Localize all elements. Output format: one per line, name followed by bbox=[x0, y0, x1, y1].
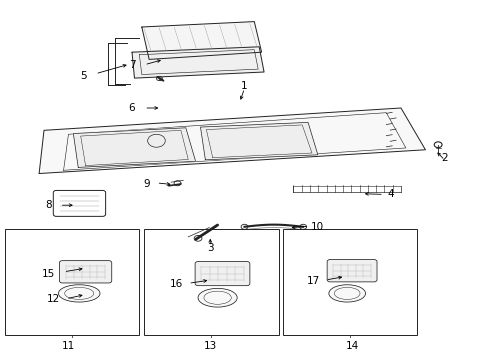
Text: 13: 13 bbox=[203, 341, 217, 351]
Text: 5: 5 bbox=[80, 71, 86, 81]
Text: 10: 10 bbox=[311, 222, 324, 232]
Text: 14: 14 bbox=[345, 341, 358, 351]
Ellipse shape bbox=[198, 288, 237, 307]
Text: 7: 7 bbox=[128, 60, 135, 70]
FancyBboxPatch shape bbox=[60, 261, 111, 283]
FancyBboxPatch shape bbox=[53, 190, 105, 216]
Text: 16: 16 bbox=[169, 279, 183, 289]
FancyBboxPatch shape bbox=[195, 261, 249, 286]
Polygon shape bbox=[73, 128, 195, 167]
Text: 6: 6 bbox=[128, 103, 135, 113]
Text: 8: 8 bbox=[45, 200, 52, 210]
Bar bbox=[282, 229, 416, 335]
Text: 4: 4 bbox=[387, 189, 394, 199]
Polygon shape bbox=[200, 122, 317, 160]
Text: 17: 17 bbox=[305, 276, 319, 286]
Bar bbox=[5, 229, 139, 335]
Bar bbox=[144, 229, 278, 335]
Text: 11: 11 bbox=[61, 341, 75, 351]
Text: 15: 15 bbox=[42, 269, 56, 279]
FancyBboxPatch shape bbox=[326, 260, 376, 282]
Ellipse shape bbox=[328, 285, 365, 302]
Text: 1: 1 bbox=[241, 81, 247, 91]
Text: 9: 9 bbox=[143, 179, 150, 189]
Polygon shape bbox=[132, 47, 264, 78]
Ellipse shape bbox=[59, 285, 100, 302]
Text: 2: 2 bbox=[441, 153, 447, 163]
Polygon shape bbox=[39, 108, 425, 174]
Text: 3: 3 bbox=[206, 243, 213, 253]
Polygon shape bbox=[142, 22, 261, 59]
Text: 12: 12 bbox=[47, 294, 61, 304]
